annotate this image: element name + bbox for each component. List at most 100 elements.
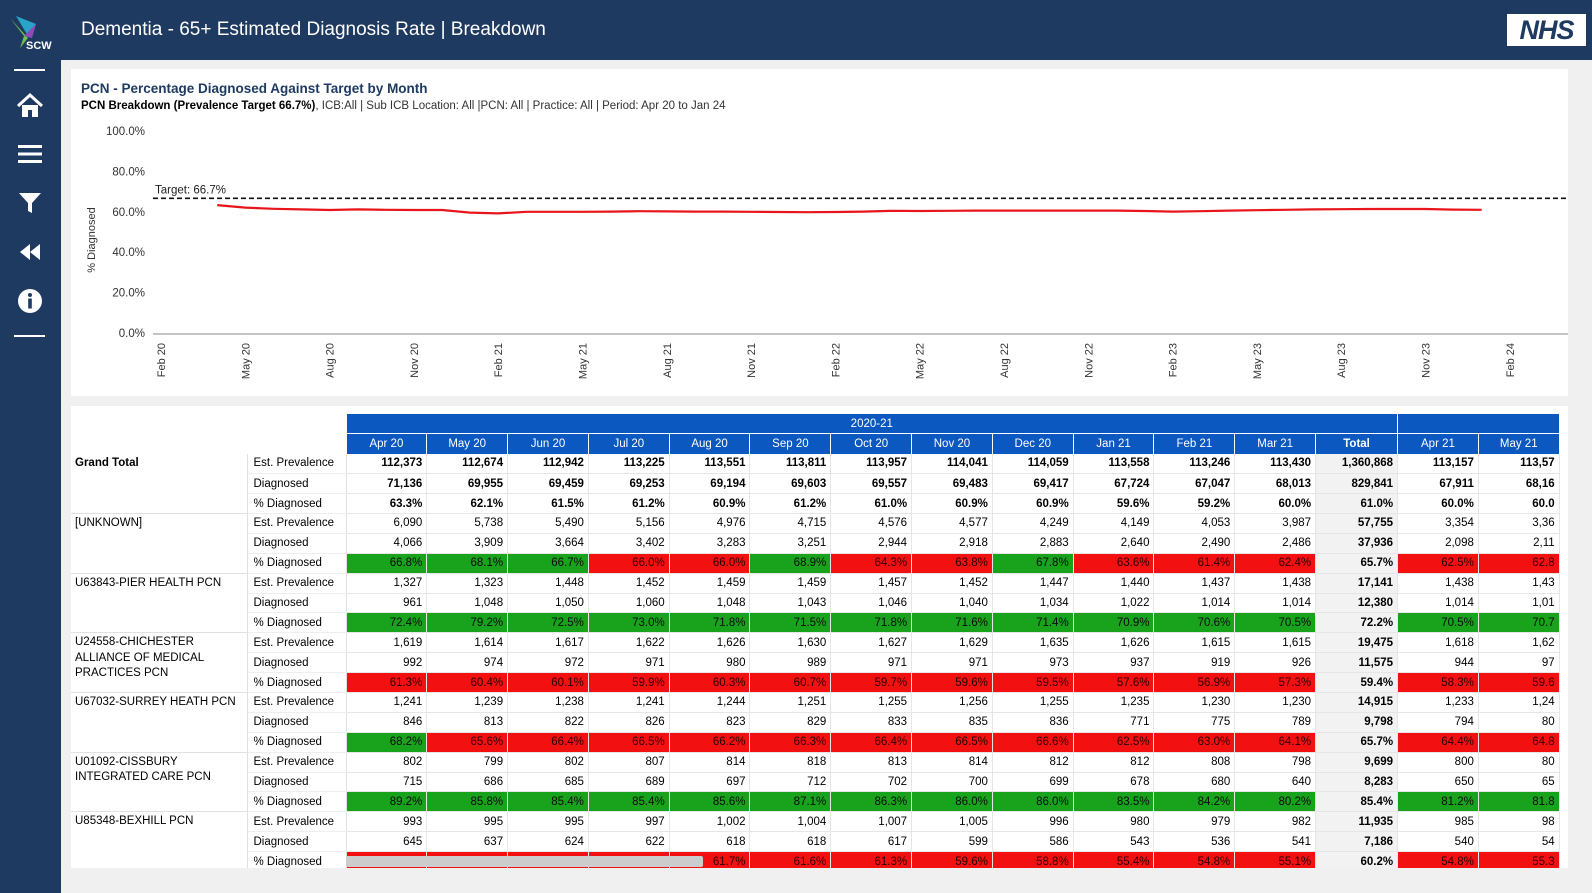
x-tick-label: May 20	[240, 343, 252, 379]
pcn-name[interactable]: U24558-CHICHESTER ALLIANCE OF MEDICAL PR…	[71, 632, 248, 693]
pcn-name[interactable]: [UNKNOWN]	[71, 513, 248, 574]
total-cell: 9,798	[1315, 712, 1399, 733]
x-tick-label: Feb 21	[493, 343, 505, 377]
info-icon[interactable]	[15, 286, 45, 316]
table-cell: 650	[1397, 772, 1479, 793]
table-cell: 1,238	[507, 692, 589, 713]
month-header[interactable]: Sep 20	[749, 433, 832, 454]
table-cell: 1,046	[830, 593, 913, 614]
table-cell: 971	[911, 652, 993, 674]
table-cell: 61.2%	[588, 493, 670, 514]
table-cell: 113,225	[588, 453, 670, 475]
month-header[interactable]: Apr 21	[1397, 433, 1479, 454]
table-cell: 618	[669, 831, 751, 853]
sidebar-divider	[14, 335, 45, 337]
table-cell: 1,022	[1073, 593, 1155, 614]
month-header[interactable]: Jul 20	[588, 433, 670, 454]
month-header[interactable]: Nov 20	[911, 433, 993, 454]
metric-label: Diagnosed	[247, 831, 347, 853]
pcn-name[interactable]: U85348-BEXHILL PCN	[71, 811, 248, 868]
month-header[interactable]: Dec 20	[992, 433, 1074, 454]
table-cell: 715	[346, 772, 428, 793]
table-cell: 1,629	[911, 632, 993, 654]
table-cell: 802	[346, 752, 428, 773]
table-cell: 1,323	[426, 573, 509, 594]
month-header[interactable]: Jun 20	[507, 433, 589, 454]
x-tick-label: Aug 22	[999, 343, 1011, 378]
table-cell: 789	[1234, 712, 1317, 733]
table-cell: 67.8%	[992, 553, 1074, 574]
month-header[interactable]: Feb 21	[1153, 433, 1236, 454]
table-cell: 2,944	[830, 533, 913, 554]
table-cell: 1,617	[507, 632, 589, 654]
table-cell: 71.8%	[830, 612, 913, 634]
pcn-name[interactable]: U67032-SURREY HEATH PCN	[71, 692, 248, 753]
table-cell: 59.2%	[1153, 493, 1236, 514]
home-icon[interactable]	[15, 91, 45, 121]
table-cell: 700	[911, 772, 993, 793]
table-cell: 1,043	[749, 593, 832, 614]
chart-panel	[71, 69, 1568, 396]
month-header[interactable]: Oct 20	[830, 433, 913, 454]
table-cell: 771	[1073, 712, 1155, 733]
metric-label: % Diagnosed	[247, 672, 347, 693]
pcn-name[interactable]: U63843-PIER HEALTH PCN	[71, 573, 248, 634]
table-cell: 645	[346, 831, 428, 853]
table-cell: 69,955	[426, 473, 509, 495]
table-cell: 680	[1153, 772, 1236, 793]
table-cell: 822	[507, 712, 589, 733]
table-cell: 70.9%	[1073, 612, 1155, 634]
table-cell: 98	[1478, 811, 1560, 833]
table-cell: 61.4%	[1153, 553, 1236, 574]
month-header[interactable]: Apr 20	[346, 433, 428, 454]
table-cell: 637	[426, 831, 509, 853]
filter-icon[interactable]	[15, 188, 45, 218]
table-row: % Diagnosed64.9%64.0%62.7%62.4%61.7%61.6…	[71, 851, 1560, 868]
total-header[interactable]: Total	[1315, 433, 1399, 454]
table-cell: 60.7%	[749, 672, 832, 693]
scw-logo-text: SCW	[26, 40, 52, 52]
table-cell: 1,256	[911, 692, 993, 713]
table-cell: 61.3%	[830, 851, 913, 868]
table-cell: 86.0%	[911, 791, 993, 813]
pcn-name[interactable]: Grand Total	[71, 453, 248, 514]
menu-icon[interactable]	[15, 139, 45, 169]
pcn-name[interactable]: U01092-CISSBURY INTEGRATED CARE PCN	[71, 752, 248, 813]
month-header[interactable]: Aug 20	[669, 433, 751, 454]
month-header[interactable]: May 21	[1478, 433, 1560, 454]
table-cell: 1,437	[1153, 573, 1236, 594]
table-cell: 1,452	[911, 573, 993, 594]
month-header[interactable]: Mar 21	[1234, 433, 1317, 454]
table-cell: 63.3%	[346, 493, 428, 514]
table-cell: 66.5%	[911, 732, 993, 753]
table-cell: 1,002	[669, 811, 751, 833]
table-cell: 808	[1153, 752, 1236, 773]
table-cell: 59.6%	[911, 851, 993, 868]
table-cell: 59.6%	[911, 672, 993, 693]
table-cell: 1,618	[1397, 632, 1479, 654]
table-cell: 54.8%	[1397, 851, 1479, 868]
table-cell: 712	[749, 772, 832, 793]
table-cell: 57.3%	[1234, 672, 1317, 693]
table-cell: 68,013	[1234, 473, 1317, 495]
x-tick-label: Feb 23	[1168, 343, 1180, 377]
sidebar-divider	[14, 69, 45, 71]
table-cell: 80	[1478, 752, 1560, 773]
table-cell: 1,622	[588, 632, 670, 654]
rewind-icon[interactable]	[15, 237, 45, 267]
month-header[interactable]: Jan 21	[1073, 433, 1155, 454]
month-header[interactable]: May 20	[426, 433, 509, 454]
horizontal-scrollbar[interactable]	[346, 856, 703, 867]
x-tick-label: May 21	[578, 343, 590, 379]
y-tick-label: 60.0%	[112, 207, 145, 219]
table-cell: 60.1%	[507, 672, 589, 693]
table-cell: 66.0%	[588, 553, 670, 574]
table-cell: 775	[1153, 712, 1236, 733]
table-cell: 66.0%	[669, 553, 751, 574]
table-cell: 974	[426, 652, 509, 674]
metric-label: Est. Prevalence	[247, 632, 347, 654]
table-cell: 5,156	[588, 513, 670, 534]
table-cell: 59.6	[1478, 672, 1560, 693]
total-cell: 14,915	[1315, 692, 1399, 713]
table-cell: 68.1%	[426, 553, 509, 574]
